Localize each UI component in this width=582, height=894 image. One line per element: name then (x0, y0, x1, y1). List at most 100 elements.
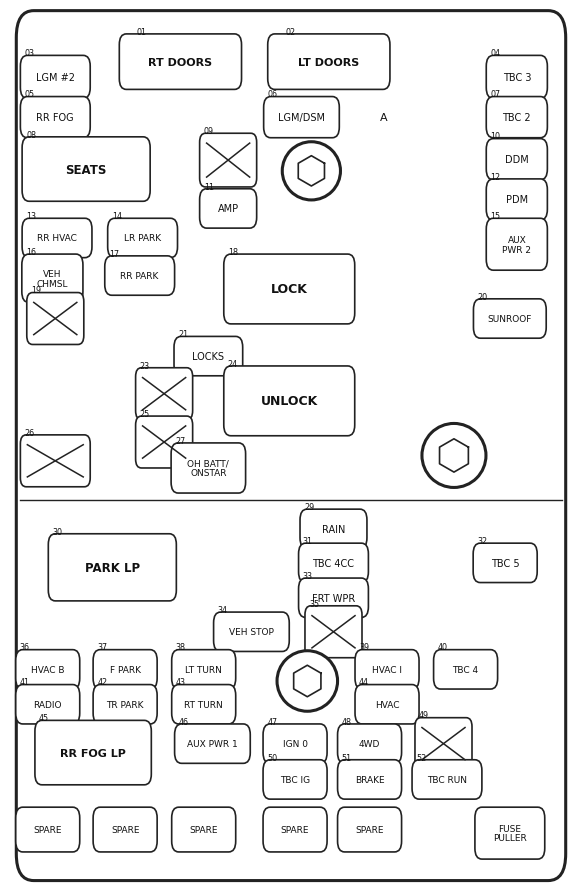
FancyBboxPatch shape (20, 56, 90, 99)
Text: 35: 35 (309, 599, 319, 608)
FancyBboxPatch shape (299, 544, 368, 583)
Text: RT DOORS: RT DOORS (148, 57, 212, 68)
FancyBboxPatch shape (487, 180, 547, 221)
Text: RT TURN: RT TURN (184, 700, 223, 709)
Text: 13: 13 (26, 212, 36, 221)
FancyBboxPatch shape (48, 535, 176, 602)
Text: BRAKE: BRAKE (355, 775, 384, 784)
Text: TBC 4: TBC 4 (453, 665, 478, 674)
FancyBboxPatch shape (16, 685, 80, 724)
Text: 11: 11 (204, 182, 214, 191)
Text: VEH STOP: VEH STOP (229, 628, 274, 637)
FancyBboxPatch shape (355, 685, 419, 724)
FancyBboxPatch shape (487, 219, 547, 271)
FancyBboxPatch shape (200, 134, 257, 188)
Text: 01: 01 (137, 28, 147, 37)
Text: DDM: DDM (505, 155, 528, 165)
Text: IGN 0: IGN 0 (283, 739, 307, 748)
FancyBboxPatch shape (300, 510, 367, 549)
Text: 32: 32 (477, 536, 487, 545)
Text: AUX
PWR 2: AUX PWR 2 (502, 236, 531, 254)
Text: RADIO: RADIO (34, 700, 62, 709)
Text: TBC 5: TBC 5 (491, 558, 520, 569)
Text: 4WD: 4WD (359, 739, 380, 748)
Text: 38: 38 (176, 643, 186, 652)
Text: LOCKS: LOCKS (193, 351, 224, 362)
Text: A: A (380, 113, 388, 123)
Ellipse shape (282, 142, 340, 201)
Text: LOCK: LOCK (271, 283, 308, 296)
FancyBboxPatch shape (35, 721, 151, 785)
Text: 41: 41 (20, 678, 30, 687)
Text: LGM #2: LGM #2 (36, 72, 75, 83)
FancyBboxPatch shape (434, 650, 498, 689)
Text: 06: 06 (268, 90, 278, 99)
Text: 08: 08 (26, 131, 36, 139)
Text: 18: 18 (228, 248, 238, 257)
Text: 34: 34 (218, 605, 228, 614)
Text: 24: 24 (228, 359, 238, 368)
FancyBboxPatch shape (214, 612, 289, 652)
FancyBboxPatch shape (22, 219, 92, 258)
FancyBboxPatch shape (338, 724, 402, 763)
FancyBboxPatch shape (264, 97, 339, 139)
FancyBboxPatch shape (263, 724, 327, 763)
Text: 29: 29 (304, 502, 314, 511)
FancyBboxPatch shape (119, 35, 242, 90)
Text: TBC 4CC: TBC 4CC (313, 558, 354, 569)
Text: SPARE: SPARE (190, 825, 218, 834)
FancyBboxPatch shape (415, 718, 472, 770)
FancyBboxPatch shape (93, 650, 157, 689)
Text: 43: 43 (176, 678, 186, 687)
Text: 05: 05 (24, 90, 34, 99)
FancyBboxPatch shape (299, 578, 368, 618)
FancyBboxPatch shape (174, 337, 243, 376)
FancyBboxPatch shape (27, 293, 84, 345)
Text: 36: 36 (20, 643, 30, 652)
Text: 42: 42 (97, 678, 107, 687)
Text: 23: 23 (140, 361, 150, 370)
Text: 15: 15 (490, 212, 501, 221)
FancyBboxPatch shape (487, 56, 547, 99)
Text: HVAC B: HVAC B (31, 665, 65, 674)
Text: TR PARK: TR PARK (107, 700, 144, 709)
FancyBboxPatch shape (171, 443, 246, 493)
FancyBboxPatch shape (263, 807, 327, 852)
Text: SPARE: SPARE (356, 825, 384, 834)
Ellipse shape (422, 424, 486, 488)
Text: 49: 49 (419, 711, 429, 720)
Text: 50: 50 (267, 753, 277, 762)
FancyBboxPatch shape (20, 97, 90, 139)
FancyBboxPatch shape (105, 257, 175, 296)
FancyBboxPatch shape (175, 724, 250, 763)
Text: 03: 03 (24, 49, 34, 58)
FancyBboxPatch shape (223, 367, 355, 436)
FancyBboxPatch shape (487, 139, 547, 181)
Text: 40: 40 (438, 643, 448, 652)
Text: LT DOORS: LT DOORS (298, 57, 360, 68)
FancyBboxPatch shape (172, 650, 236, 689)
Text: 45: 45 (39, 713, 49, 722)
FancyBboxPatch shape (16, 807, 80, 852)
FancyBboxPatch shape (474, 299, 546, 339)
Text: 20: 20 (477, 292, 488, 301)
Text: 37: 37 (97, 643, 107, 652)
FancyBboxPatch shape (108, 219, 178, 258)
Text: AUX PWR 1: AUX PWR 1 (187, 739, 238, 748)
Text: LT TURN: LT TURN (185, 665, 222, 674)
Text: LGM/DSM: LGM/DSM (278, 113, 325, 123)
FancyBboxPatch shape (136, 417, 193, 468)
Text: TBC RUN: TBC RUN (427, 775, 467, 784)
FancyBboxPatch shape (412, 760, 482, 799)
Text: 46: 46 (179, 717, 189, 726)
Text: RR HVAC: RR HVAC (37, 234, 77, 243)
Text: AMP: AMP (218, 204, 239, 215)
FancyBboxPatch shape (200, 190, 257, 229)
Text: SPARE: SPARE (281, 825, 309, 834)
Text: 04: 04 (490, 49, 501, 58)
FancyBboxPatch shape (487, 97, 547, 139)
Text: 25: 25 (140, 409, 150, 418)
FancyBboxPatch shape (338, 760, 402, 799)
FancyBboxPatch shape (338, 807, 402, 852)
Text: TBC IG: TBC IG (280, 775, 310, 784)
